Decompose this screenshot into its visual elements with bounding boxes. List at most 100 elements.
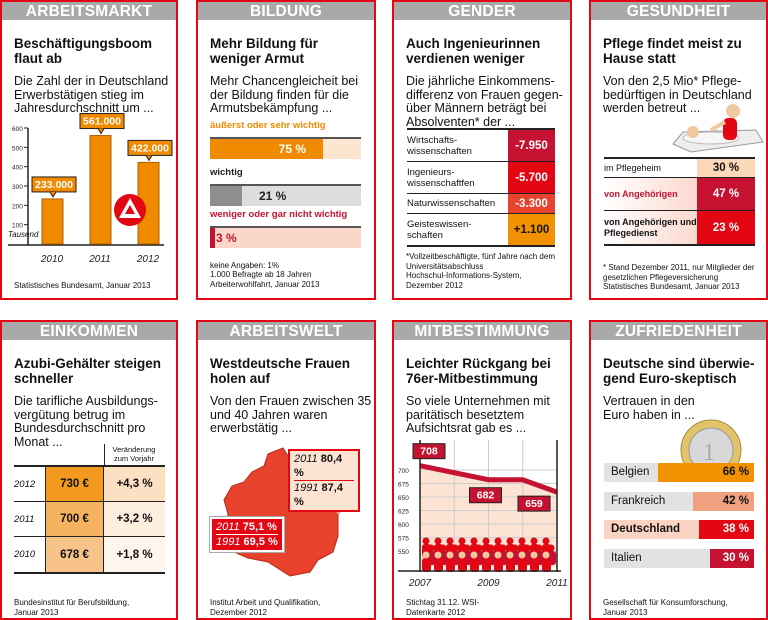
- y-tick-label: 300: [12, 184, 23, 191]
- bar-value: 42 %: [722, 495, 749, 507]
- y-tick-label: 500: [12, 145, 23, 152]
- card-header: GESUNDHEIT: [591, 2, 766, 20]
- card-title: Azubi-Gehälter steigen schneller: [14, 356, 162, 386]
- card-header: ARBEITSMARKT: [2, 2, 176, 20]
- data-label-box: [412, 443, 446, 460]
- care-table: im Pflegeheim 30 % von Angehörigen 47 % von …: [604, 157, 755, 246]
- field-label: Ingenieurs-wissenschaftfen: [407, 166, 475, 189]
- bar-value: 21 %: [259, 189, 287, 203]
- card-gesundheit: GESUNDHEIT Pflege findet meist zu Hause …: [589, 0, 768, 300]
- card-zufriedenheit: ZUFRIEDENHEIT Deutsche sind überwie-gend…: [589, 320, 768, 620]
- country-label: Deutschland: [611, 523, 681, 535]
- care-share: 23 %: [697, 211, 755, 244]
- x-tick-label: 2007: [408, 578, 432, 589]
- y-tick-label: 700: [398, 468, 409, 475]
- card-subtitle: Vertrauen in den Euro haben in ...: [603, 394, 695, 422]
- value: 80,4 %: [294, 453, 343, 479]
- card-subtitle: Die jährliche Einkommens-differenz von F…: [406, 74, 563, 129]
- source: Gesellschaft für Konsumforschung, Januar…: [603, 598, 728, 617]
- data-label-box: [469, 487, 502, 504]
- year: 2011: [216, 521, 240, 533]
- field-label: Geisteswissen-schaften: [407, 218, 472, 241]
- svg-text:1: 1: [703, 440, 715, 466]
- country-bar: Deutschland 38 %: [604, 520, 754, 539]
- card-subtitle: Von den Frauen zwischen 35 und 40 Jahren…: [210, 394, 372, 435]
- card-title: Mehr Bildung für weniger Armut: [210, 36, 318, 66]
- table-row: Naturwissenschaften -3.300: [407, 194, 555, 214]
- change: +4,3 %: [104, 467, 165, 501]
- bar-value: 75 %: [278, 142, 306, 156]
- card-subtitle: So viele Unternehmen mit paritätisch bes…: [406, 394, 550, 435]
- west-label: 2011 75,1 % 1991 69,5 %: [209, 516, 285, 553]
- difference-value: -5.700: [508, 162, 555, 193]
- card-arbeitswelt: ARBEITSWELT Westdeutsche Frauen holen au…: [196, 320, 376, 620]
- note: *Vollzeitbeschäftigte, fünf Jahre nach d…: [406, 252, 555, 271]
- year: 2012: [14, 467, 46, 501]
- card-header: MITBESTIMMUNG: [394, 322, 570, 340]
- bar-value: 30 %: [722, 552, 749, 564]
- label-pointer: [97, 128, 105, 135]
- country-bar: Italien 30 %: [604, 549, 754, 568]
- card-header: ARBEITSWELT: [198, 322, 374, 340]
- bar-label: äußerst oder sehr wichtig: [210, 120, 326, 131]
- card-gender: GENDER Auch Ingenieurinnen verdienen wen…: [392, 0, 572, 300]
- year: 2011: [14, 502, 46, 536]
- table-row: im Pflegeheim 30 %: [604, 159, 755, 178]
- x-tick-label: 2011: [88, 254, 111, 265]
- bar-value: 38 %: [722, 523, 749, 535]
- x-tick-label: 2012: [136, 254, 160, 265]
- table-row: Geisteswissen-schaften +1.100: [407, 214, 555, 245]
- card-header: BILDUNG: [198, 2, 374, 20]
- source: Statistisches Bundesamt, Januar 2013: [603, 282, 740, 291]
- salary: 678 €: [46, 537, 104, 572]
- care-type: im Pflegeheim: [604, 162, 662, 173]
- source: Statistisches Bundesamt, Januar 2013: [14, 281, 151, 290]
- y-tick-label: 550: [398, 549, 409, 556]
- card-subtitle: Von den 2,5 Mio* Pflege-bedürftigen in D…: [603, 74, 752, 115]
- bar-fill: [698, 520, 754, 539]
- bar-fill: [210, 228, 215, 248]
- year: 1991: [294, 482, 319, 494]
- care-share: 30 %: [697, 159, 755, 177]
- arbeitsagentur-logo: [114, 194, 146, 226]
- data-label: 233.000: [35, 179, 73, 191]
- label-pointer: [145, 155, 153, 162]
- card-einkommen: EINKOMMEN Azubi-Gehälter steigen schnell…: [0, 320, 178, 620]
- field-label: Wirtschafts-wissenschaften: [407, 134, 472, 157]
- x-tick-label: 2010: [40, 254, 64, 265]
- card-title: Auch Ingenieurinnen verdienen weniger: [406, 36, 541, 66]
- x-tick-label: 2011: [545, 578, 568, 589]
- bar-fill: [710, 549, 754, 568]
- table-row: 2010 678 € +1,8 %: [14, 537, 165, 572]
- y-tick-label: 675: [398, 482, 409, 489]
- change: +1,8 %: [104, 537, 165, 572]
- bar-fill: [210, 139, 324, 159]
- salary-table: 2012 730 € +4,3 % 2011 700 € +3,2 % 2010 678 € +…: [14, 465, 165, 574]
- data-line: [419, 463, 558, 495]
- data-label: 422.000: [131, 142, 169, 154]
- bar-fill: [210, 186, 242, 206]
- change: +3,2 %: [104, 502, 165, 536]
- column-header: Veränderung zum Vorjahr: [104, 444, 163, 465]
- card-title: Leichter Rückgang bei 76er-Mitbestimmung: [406, 356, 551, 386]
- card-header: GENDER: [394, 2, 570, 20]
- table-row: von Angehörigen und Pflegedienst 23 %: [604, 211, 755, 244]
- y-tick-label: 600: [12, 126, 23, 133]
- table-row: 2012 730 € +4,3 %: [14, 467, 165, 502]
- field-label: Naturwissenschaften: [407, 198, 496, 209]
- difference-value: +1.100: [508, 214, 555, 245]
- source: Arbeiterwohlfahrt, Januar 2013: [210, 280, 320, 289]
- bar-value: 3 %: [216, 231, 237, 245]
- source: Institut Arbeit und Qualifikation, Dezem…: [210, 598, 321, 617]
- card-title: Westdeutsche Frauen holen auf: [210, 356, 351, 386]
- y-tick-label: 575: [398, 536, 409, 543]
- card-title: Deutsche sind überwie-gend Euro-skeptisc…: [603, 356, 755, 386]
- source: Hochschul-Informations-System, Dezember …: [406, 271, 522, 290]
- y-tick-label: 625: [398, 509, 409, 516]
- table-row: Ingenieurs-wissenschaftfen -5.700: [407, 162, 555, 194]
- country-bar: Belgien 66 %: [604, 463, 754, 482]
- table-row: 2011 700 € +3,2 %: [14, 502, 165, 537]
- card-arbeitsmarkt: ARBEITSMARKT Beschäftigungsboom flaut ab…: [0, 0, 178, 300]
- country-bar: Frankreich 42 %: [604, 492, 754, 511]
- card-title: Pflege findet meist zu Hause statt: [603, 36, 742, 66]
